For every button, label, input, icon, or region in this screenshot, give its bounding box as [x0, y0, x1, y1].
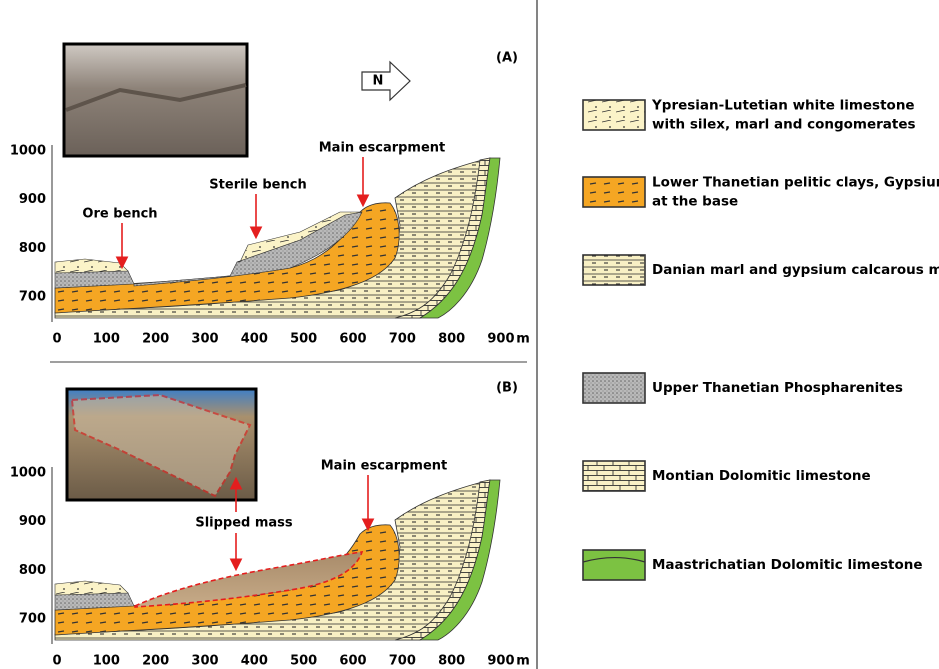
x-tick-label: 700 — [389, 332, 416, 347]
legend-swatch — [583, 373, 645, 403]
panel-label: (B) — [496, 381, 518, 396]
diagram: 7008009001000010020030040050060070080090… — [0, 0, 939, 669]
x-tick-label: 800 — [438, 332, 465, 347]
x-tick-label: 600 — [339, 332, 366, 347]
x-tick-label: 200 — [142, 654, 169, 669]
legend-swatch — [583, 177, 645, 207]
y-tick-label: 700 — [19, 290, 46, 305]
legend-label: Montian Dolomitic limestone — [652, 468, 871, 484]
x-unit: m — [516, 332, 530, 347]
legend-label: Ypresian-Lutetian white limestone — [651, 98, 915, 114]
legend-label: with silex, marl and congomerates — [652, 117, 916, 133]
ypresian-layer — [55, 259, 128, 273]
legend-swatch — [583, 255, 645, 285]
y-tick-label: 900 — [19, 192, 46, 207]
legend-label: Lower Thanetian pelitic clays, Gypsium — [652, 175, 939, 191]
panel-a: 700 800 900 1000 0 100 200 300 400 500 600 700 800 90… — [10, 143, 530, 346]
x-tick-label: 0 — [52, 332, 61, 347]
x-tick-label: 100 — [93, 332, 120, 347]
legend-label: Danian marl and gypsium calcarous marl — [652, 262, 939, 278]
y-tick-label: 1000 — [10, 143, 46, 158]
x-tick-label: 900 — [487, 332, 514, 347]
annotation: Ore bench — [82, 207, 157, 222]
y-tick-label: 700 — [19, 612, 46, 627]
legend-swatch — [583, 100, 645, 130]
panel-label: (A) — [496, 51, 518, 66]
legend-swatch — [583, 550, 645, 580]
x-tick-label: 400 — [241, 654, 268, 669]
north-label: N — [373, 74, 384, 89]
x-tick-label: 700 — [389, 654, 416, 669]
north-arrow — [362, 62, 410, 100]
legend: Ypresian-Lutetian white limestone with si… — [583, 98, 939, 581]
y-tick-label: 800 — [19, 241, 46, 256]
annotation: Sterile bench — [209, 178, 306, 193]
y-tick-label: 800 — [19, 563, 46, 578]
legend-label: at the base — [652, 194, 738, 210]
x-unit: m — [516, 654, 530, 669]
x-tick-label: 900 — [487, 654, 514, 669]
x-tick-label: 600 — [339, 654, 366, 669]
x-tick-label: 800 — [438, 654, 465, 669]
x-tick-label: 500 — [290, 654, 317, 669]
x-tick-label: 0 — [52, 654, 61, 669]
y-tick-label: 900 — [19, 514, 46, 529]
x-tick-label: 400 — [241, 332, 268, 347]
x-tick-label: 500 — [290, 332, 317, 347]
x-tick-label: 300 — [191, 332, 218, 347]
annotation: Slipped mass — [195, 516, 293, 531]
y-tick-label: 1000 — [10, 465, 46, 480]
ypresian-layer — [55, 581, 128, 595]
legend-swatch — [583, 461, 645, 491]
x-tick-label: 200 — [142, 332, 169, 347]
x-tick-label: 300 — [191, 654, 218, 669]
legend-label: Upper Thanetian Phospharenites — [652, 380, 903, 396]
annotation: Main escarpment — [319, 141, 446, 156]
legend-label: Maastrichatian Dolomitic limestone — [652, 557, 923, 573]
x-tick-label: 100 — [93, 654, 120, 669]
annotation: Main escarpment — [321, 459, 448, 474]
